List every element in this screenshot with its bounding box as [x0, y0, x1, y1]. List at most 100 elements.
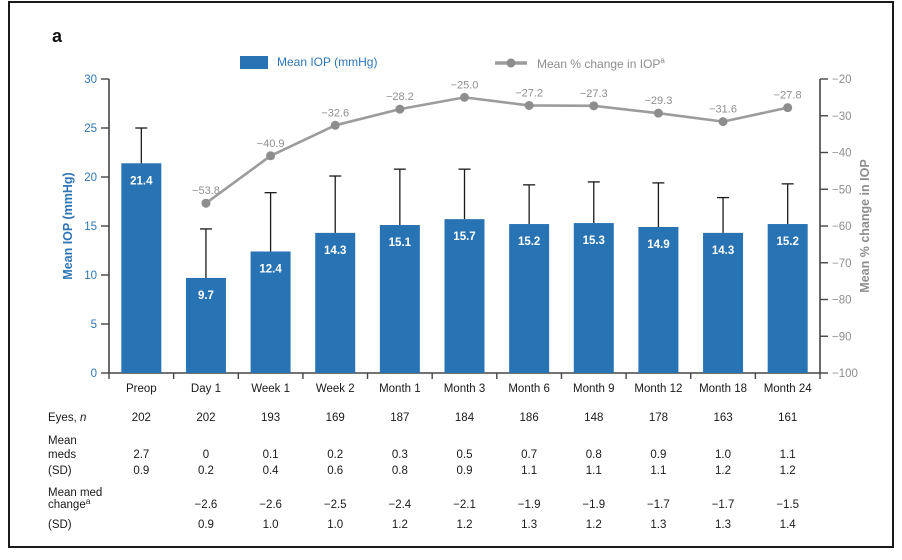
table-cell: 0.4 [263, 465, 280, 477]
table-cell: 0.9 [650, 449, 666, 461]
x-category-label: Month 3 [444, 383, 486, 395]
line-marker [524, 100, 534, 110]
table-cell: 187 [390, 412, 409, 424]
table-cell: 1.2 [780, 465, 796, 477]
table-cell: 1.1 [780, 449, 796, 461]
table-row-label: changea [48, 496, 91, 511]
legend-bar-label: Mean IOP (mmHg) [277, 55, 378, 69]
x-category-label: Month 9 [573, 383, 615, 395]
line-marker [460, 92, 469, 102]
table-cell: 0.2 [327, 449, 343, 461]
legend-line-marker-icon [495, 58, 527, 67]
table-cell: 1.3 [715, 519, 731, 531]
x-category-label: Week 1 [251, 383, 290, 395]
table-cell: −1.9 [518, 499, 541, 511]
table-cell: 163 [713, 412, 732, 424]
line-marker [589, 101, 599, 111]
table-cell: −2.5 [324, 499, 347, 511]
line-value-label: −25.0 [451, 79, 479, 91]
table-cell: −2.6 [195, 499, 218, 511]
legend-line-label-superscript: a [660, 56, 665, 65]
line-value-label: −31.6 [709, 104, 737, 116]
bar-Month 24 [767, 224, 808, 373]
bar-value-label: 15.3 [583, 235, 605, 247]
table-cell: 0.1 [263, 449, 279, 461]
table-row-label: Eyes, n [48, 412, 86, 424]
line-value-label: −40.9 [257, 138, 285, 150]
line-value-label: −27.8 [774, 90, 802, 102]
table-row-label: Mean [48, 435, 77, 447]
table-cell: 0.5 [457, 449, 473, 461]
line-marker [395, 104, 405, 114]
table-cell: 0.8 [392, 465, 408, 477]
table-cell: 1.0 [327, 519, 343, 531]
x-category-label: Preop [126, 383, 157, 395]
line-value-label: −53.8 [192, 185, 220, 197]
line-value-label: −27.3 [580, 88, 608, 100]
bar-Week 1 [250, 251, 291, 373]
table-cell: 1.2 [715, 465, 731, 477]
table-cell: 1.4 [780, 519, 797, 531]
table-cell: 0.9 [133, 465, 149, 477]
table-cell: 0 [203, 449, 209, 461]
line-marker [718, 117, 728, 127]
line-value-label: −29.3 [644, 95, 672, 107]
left-axis-tick-label: 10 [84, 270, 97, 282]
table-cell: −1.5 [776, 499, 799, 511]
table-cell: 1.2 [392, 519, 408, 531]
right-axis-title: Mean % change in IOP [858, 159, 872, 292]
table-cell: 161 [778, 412, 797, 424]
line-value-label: −27.2 [515, 87, 543, 99]
table-cell: 0.6 [327, 465, 343, 477]
legend-bar-swatch-icon [240, 56, 268, 69]
table-cell: 202 [196, 412, 215, 424]
line-value-label: −32.6 [321, 107, 349, 119]
left-axis-tick-label: 20 [84, 172, 97, 184]
table-row-label-italic: n [80, 412, 86, 424]
line-marker [201, 198, 211, 208]
right-axis-tick-label: −40 [832, 148, 852, 160]
right-axis-tick-label: −50 [832, 184, 852, 196]
table-row-label: Mean med [48, 487, 102, 499]
bar-Preop [121, 163, 162, 373]
bar-Month 1 [379, 225, 420, 373]
table-cell: 0.7 [521, 449, 537, 461]
table-cell: 148 [584, 412, 603, 424]
left-axis-tick-label: 30 [84, 74, 97, 86]
table-cell: 193 [261, 412, 280, 424]
line-value-label: −28.2 [386, 91, 414, 103]
table-cell: 178 [649, 412, 668, 424]
table-cell: 0.8 [586, 449, 602, 461]
bar-value-label: 14.3 [324, 245, 346, 257]
bar-value-label: 15.2 [518, 236, 540, 248]
bar-value-label: 12.4 [259, 263, 282, 275]
table-cell: 0.9 [198, 519, 214, 531]
x-category-label: Week 2 [316, 383, 355, 395]
bar-Month 12 [638, 226, 679, 373]
table-row-label: (SD) [48, 519, 72, 531]
table-cell: 1.3 [521, 519, 537, 531]
table-cell: 1.0 [263, 519, 279, 531]
bar-value-label: 9.7 [198, 290, 214, 302]
bar-value-label: 21.4 [130, 175, 153, 187]
table-cell: −1.7 [712, 499, 735, 511]
table-cell: −2.4 [389, 499, 412, 511]
bar-Month 6 [509, 224, 550, 373]
bar-Month 3 [444, 219, 485, 373]
table-cell: 1.1 [650, 465, 666, 477]
line-marker [330, 120, 340, 130]
table-cell: 1.3 [650, 519, 666, 531]
table-cell: 169 [326, 412, 345, 424]
bar-value-label: 15.7 [453, 231, 475, 243]
left-axis-tick-label: 25 [84, 123, 97, 135]
table-cell: 1.1 [521, 465, 537, 477]
table-cell: −2.1 [453, 499, 476, 511]
line-marker [653, 108, 663, 118]
right-axis-tick-label: −100 [832, 368, 858, 380]
table-cell: 2.7 [133, 449, 149, 461]
line-marker [266, 151, 276, 161]
right-axis-tick-label: −90 [832, 331, 852, 343]
pct-change-line [205, 96, 788, 205]
